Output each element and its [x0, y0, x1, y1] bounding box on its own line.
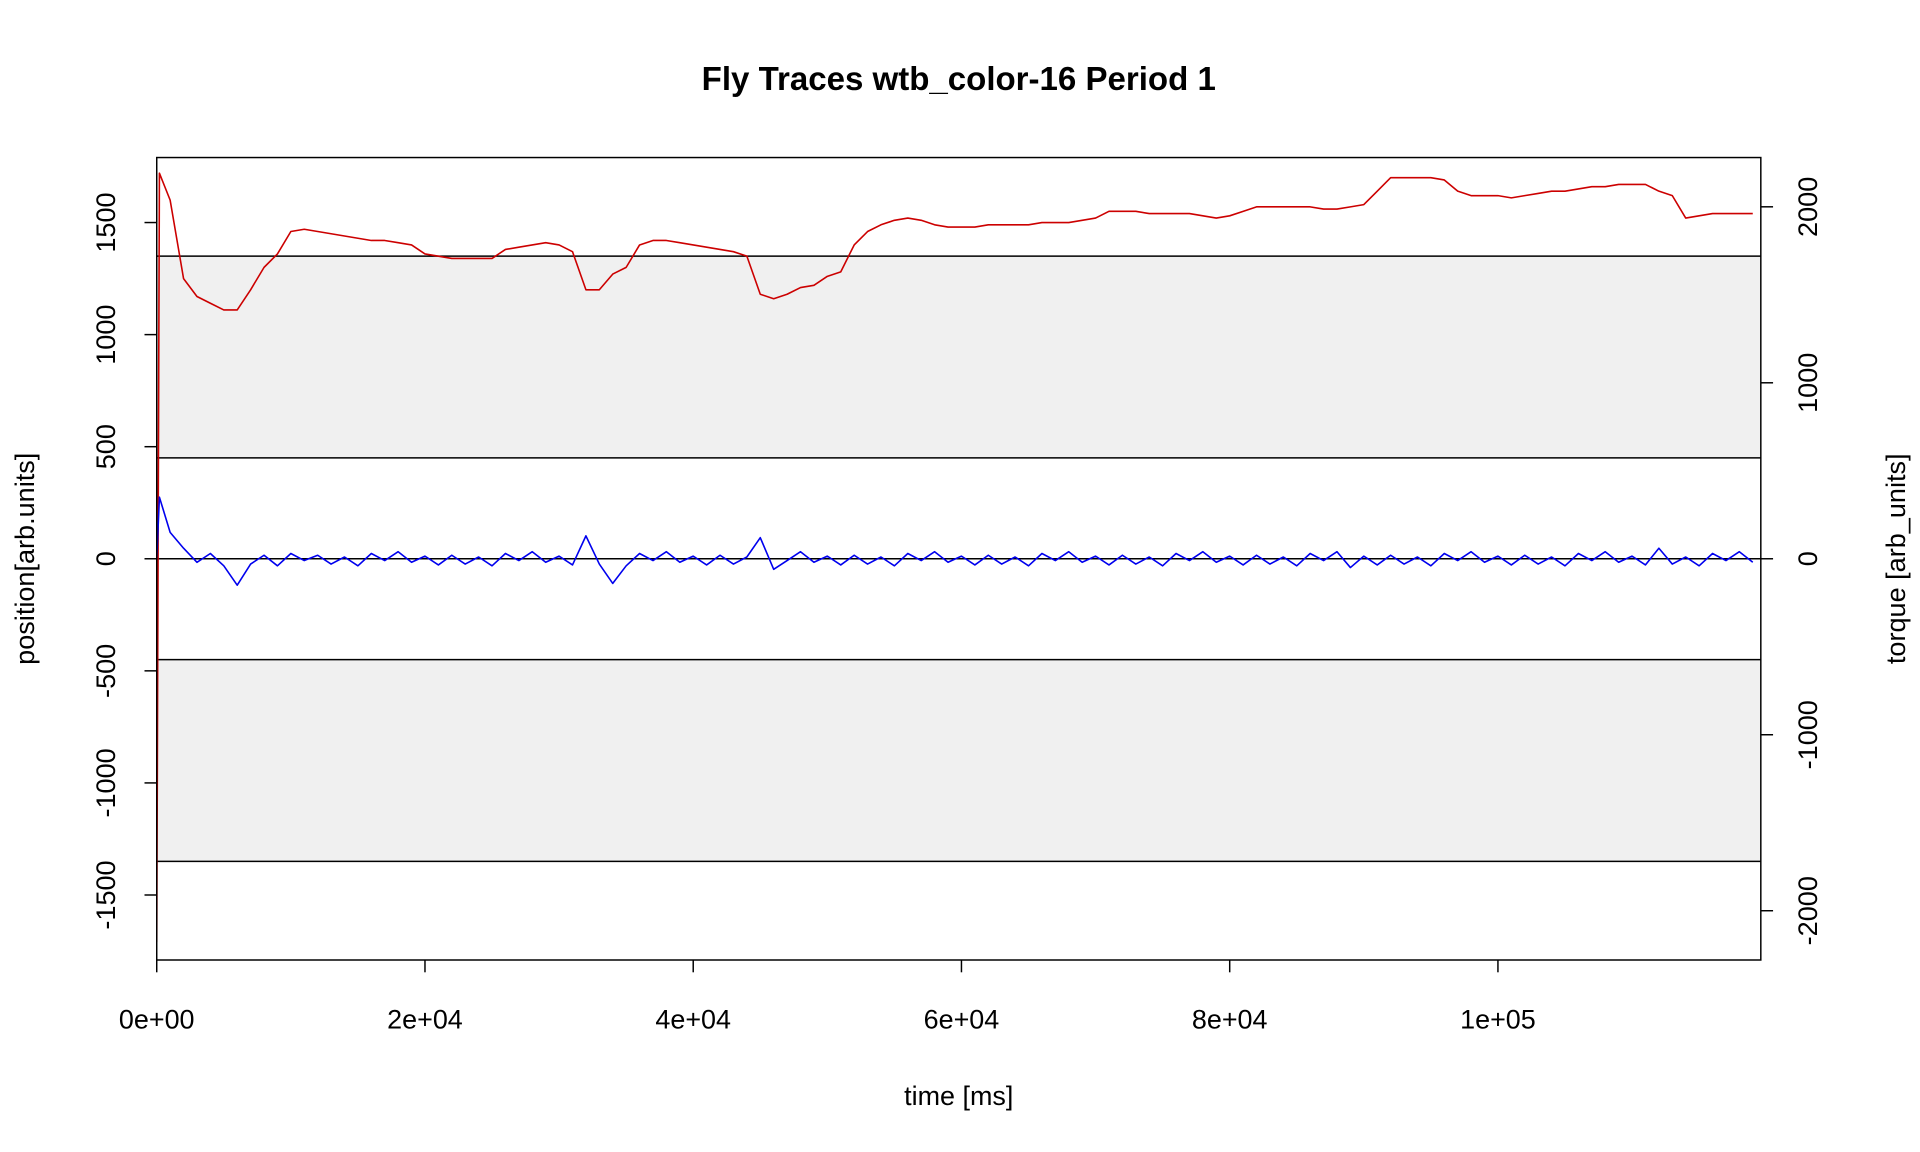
y2-tick-label: 0: [1793, 551, 1823, 566]
bands-layer: [156, 255, 1761, 863]
chart-title: Fly Traces wtb_color-16 Period 1: [702, 61, 1216, 98]
trace-line: [156, 496, 1754, 586]
y-tick-label: 0: [91, 551, 121, 566]
y-axis-title: position[arb.units]: [10, 453, 40, 665]
trace-line: [156, 172, 1753, 943]
x-tick-label: 1e+05: [1460, 1005, 1536, 1035]
y2-axis-title: torque [arb_units]: [1881, 453, 1911, 664]
x-tick-label: 4e+04: [655, 1005, 731, 1035]
x-tick-label: 2e+04: [387, 1005, 463, 1035]
y-tick-label: -1000: [91, 748, 121, 817]
traces-layer: [156, 172, 1754, 943]
y-tick-label: -1500: [91, 860, 121, 929]
y2-tick-label: 1000: [1793, 353, 1823, 413]
y2-tick-label: -1000: [1793, 700, 1823, 769]
y2-tick-label: -2000: [1793, 876, 1823, 945]
x-axis-title: time [ms]: [904, 1081, 1013, 1111]
y-tick-label: 1500: [91, 192, 121, 252]
y-tick-label: 500: [91, 424, 121, 469]
y-tick-label: -500: [91, 644, 121, 698]
x-tick-label: 6e+04: [924, 1005, 1000, 1035]
y2-tick-label: 2000: [1793, 177, 1823, 237]
y-tick-label: 1000: [91, 305, 121, 365]
shaded-band: [156, 256, 1761, 458]
x-tick-label: 8e+04: [1192, 1005, 1268, 1035]
shaded-band: [156, 659, 1761, 862]
x-tick-label: 0e+00: [119, 1005, 195, 1035]
